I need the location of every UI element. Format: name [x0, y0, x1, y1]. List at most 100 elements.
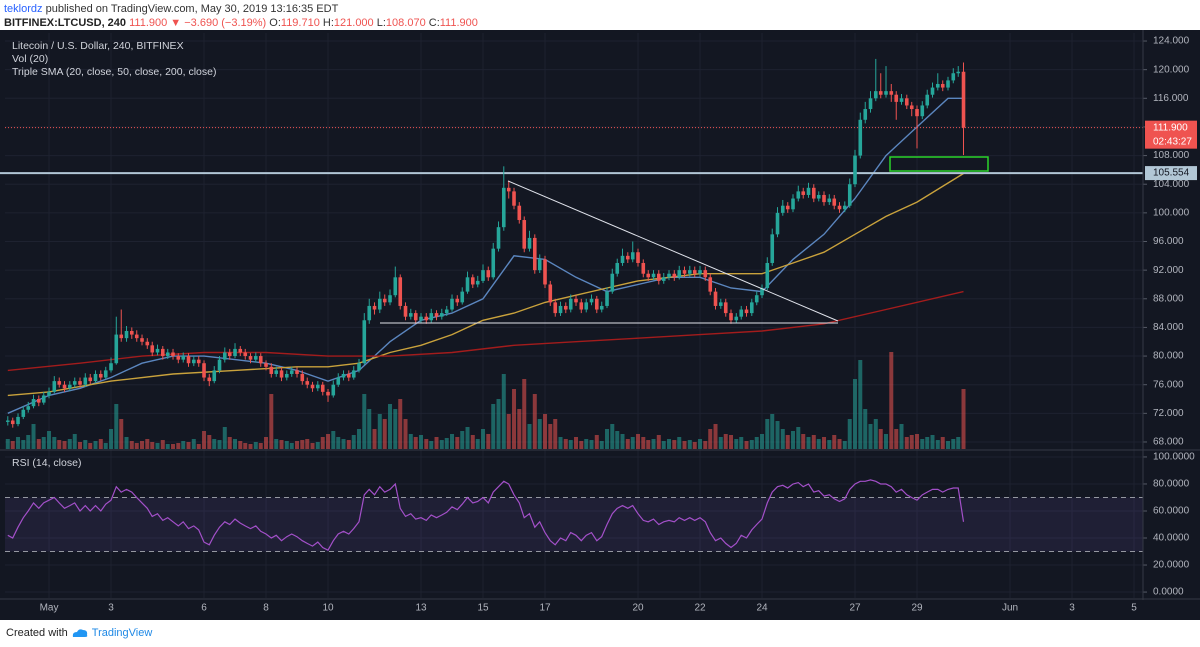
volume-bar	[537, 419, 542, 449]
chart-title: Litecoin / U.S. Dollar, 240, BITFINEX	[12, 40, 184, 52]
author[interactable]: teklordz	[4, 3, 43, 15]
volume-bar	[785, 435, 790, 449]
volume-bar	[326, 434, 331, 449]
candle-body	[878, 91, 883, 95]
volume-bar	[320, 437, 325, 449]
volume-bar	[780, 429, 785, 449]
x-tick-label: 3	[108, 603, 114, 614]
volume-bar	[801, 434, 806, 449]
candle-body	[181, 356, 186, 360]
volume-bar	[295, 441, 300, 449]
volume-bar	[863, 409, 868, 449]
header-line-1: teklordz published on TradingView.com, M…	[4, 3, 338, 15]
volume-bar	[434, 437, 439, 449]
candle-body	[429, 313, 434, 321]
candle-body	[315, 384, 320, 389]
logo	[72, 629, 88, 637]
volume-bar	[698, 439, 703, 449]
candle-body	[708, 277, 713, 292]
x-tick-label: 20	[632, 603, 644, 614]
volume-bar	[10, 441, 15, 449]
volume-bar	[760, 434, 765, 449]
countdown-label: 02:43:27	[1153, 136, 1192, 147]
candle-body	[630, 252, 635, 260]
volume-bar	[935, 440, 940, 449]
volume-bar	[26, 435, 31, 449]
candle-body	[909, 105, 914, 110]
candle-body	[625, 255, 630, 260]
candle-body	[754, 295, 759, 303]
volume-bar	[238, 441, 243, 449]
candle-body	[894, 94, 899, 102]
volume-bar	[140, 441, 145, 449]
x-tick-label: 24	[756, 603, 768, 614]
candle-body	[295, 370, 299, 374]
candle-body	[605, 291, 609, 306]
candle-body	[687, 270, 692, 274]
volume-bar	[641, 437, 646, 449]
candle-body	[269, 366, 274, 374]
volume-bar	[93, 441, 98, 449]
y-tick-label: 116.000	[1153, 93, 1189, 104]
x-tick-label: 5	[1131, 603, 1137, 614]
volume-bar	[822, 437, 827, 449]
candle-body	[372, 305, 377, 310]
volume-bar	[264, 437, 269, 449]
volume-bar	[424, 439, 429, 449]
candle-body	[67, 384, 72, 389]
candle-body	[636, 252, 640, 263]
volume-bar	[713, 424, 718, 449]
volume-bar	[558, 437, 563, 449]
volume-bar	[145, 439, 150, 449]
candle-body	[543, 259, 547, 285]
candle-body	[145, 341, 150, 346]
candle-body	[935, 83, 940, 88]
volume-bar	[186, 442, 191, 449]
candle-body	[816, 194, 821, 199]
candle-body	[393, 277, 398, 296]
y-tick-label: 80.000	[1153, 351, 1184, 362]
volume-bar	[532, 394, 537, 449]
volume-bar	[41, 437, 46, 449]
rsi-line	[7, 479, 965, 551]
symbol: BITFINEX:LTCUSD, 240	[4, 17, 127, 29]
ohlc-value: 121.000	[333, 17, 374, 29]
volume-bar	[677, 437, 682, 449]
footer-brand[interactable]: TradingView	[91, 627, 153, 639]
volume-bar	[217, 440, 222, 449]
candle-body	[734, 316, 739, 321]
volume-bar	[842, 441, 847, 449]
candle-body	[470, 277, 475, 285]
x-tick-label: 10	[322, 603, 334, 614]
candle-body	[191, 359, 196, 364]
candle-body	[320, 384, 325, 392]
candle-body	[615, 262, 620, 274]
volume-bar	[5, 439, 10, 449]
volume-bar	[408, 434, 413, 449]
volume-bar	[191, 439, 196, 449]
chart-background	[0, 30, 1200, 620]
volume-bar	[517, 409, 522, 449]
candle-body	[620, 255, 625, 263]
x-tick-label: 8	[263, 603, 269, 614]
volume-bar	[806, 437, 811, 449]
candle-body	[419, 316, 423, 321]
candle-body	[785, 205, 790, 210]
volume-bar	[961, 389, 966, 449]
candle-body	[83, 377, 88, 385]
volume-bar	[873, 419, 878, 449]
candle-body	[847, 184, 852, 206]
rsi-legend: RSI (14, close)	[12, 457, 81, 469]
x-tick-label: 3	[1069, 603, 1075, 614]
candle-body	[243, 352, 248, 357]
candle-body	[310, 384, 315, 389]
volume-bar	[310, 443, 315, 449]
volume-bar	[672, 440, 677, 449]
volume-bar	[925, 437, 930, 449]
candle-body	[455, 298, 460, 303]
candle-body	[920, 105, 925, 117]
candle-body	[305, 381, 310, 385]
volume-bar	[388, 404, 393, 449]
change-arrow: ▼	[170, 17, 182, 29]
volume-bar	[419, 435, 424, 449]
